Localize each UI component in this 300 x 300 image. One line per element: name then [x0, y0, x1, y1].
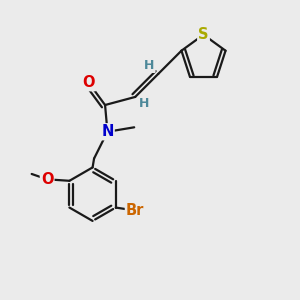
Text: O: O	[82, 75, 95, 90]
Text: Br: Br	[126, 203, 144, 218]
Text: O: O	[41, 172, 53, 187]
Text: H: H	[139, 97, 149, 110]
Text: H: H	[144, 59, 154, 72]
Text: S: S	[198, 27, 209, 42]
Text: N: N	[101, 124, 114, 139]
